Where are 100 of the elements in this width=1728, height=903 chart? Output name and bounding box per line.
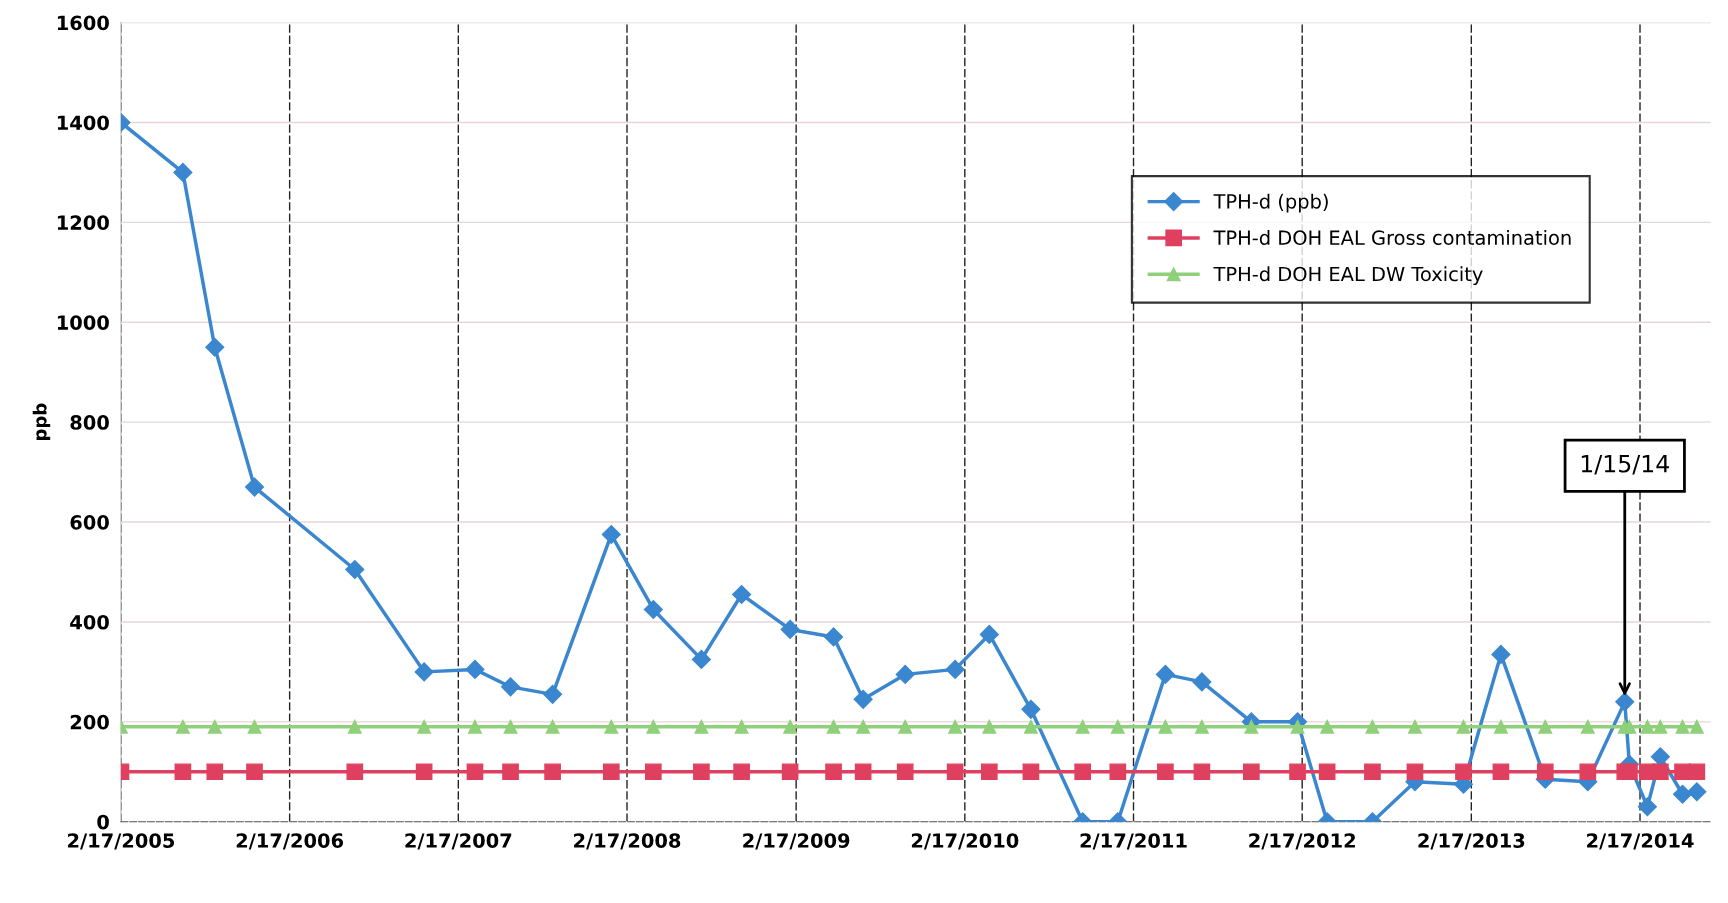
point <box>979 624 999 644</box>
point <box>543 684 563 704</box>
x-tick-label: 2/17/2013 <box>1418 833 1525 850</box>
point <box>1492 763 1510 781</box>
point <box>175 719 190 734</box>
point <box>783 719 798 734</box>
point <box>732 584 752 605</box>
point <box>646 719 661 734</box>
y-tick-label: 1200 <box>57 215 109 231</box>
point <box>502 763 519 781</box>
point <box>1653 719 1668 734</box>
point <box>826 719 841 734</box>
point <box>896 763 914 781</box>
point <box>346 763 364 781</box>
point <box>501 677 521 697</box>
point <box>173 162 193 182</box>
point <box>345 559 365 580</box>
point <box>1365 719 1380 734</box>
x-tick-label: 2/17/2012 <box>1249 833 1355 850</box>
point <box>1022 763 1040 781</box>
point <box>1192 672 1212 692</box>
point <box>1687 782 1707 802</box>
point <box>1158 719 1173 734</box>
x-tick-label: 2/17/2011 <box>1080 833 1187 850</box>
point <box>1193 763 1211 781</box>
point <box>853 689 873 709</box>
point <box>948 719 963 734</box>
point <box>1157 763 1174 781</box>
point <box>1455 763 1472 781</box>
y-tick-label: 600 <box>70 515 109 530</box>
point <box>1290 719 1305 734</box>
point <box>1536 763 1554 781</box>
y-axis-title: ppb <box>32 403 51 441</box>
legend-label: TPH-d DOH EAL DW Toxicity <box>1213 266 1483 286</box>
y-tick-label: 200 <box>70 714 109 730</box>
annotation: 1/15/14 <box>1581 455 1669 475</box>
point <box>1675 719 1690 734</box>
point <box>207 719 222 734</box>
point <box>1406 763 1424 781</box>
x-tick-label: 2/17/2006 <box>236 833 344 850</box>
point <box>1244 719 1259 734</box>
point <box>781 763 799 781</box>
point <box>1021 699 1041 719</box>
point <box>247 719 262 734</box>
point <box>468 719 482 734</box>
point <box>982 719 997 734</box>
point <box>465 659 485 679</box>
point <box>604 719 619 734</box>
point <box>980 763 998 781</box>
y-tick-label: 0 <box>97 814 109 830</box>
point <box>1320 719 1335 734</box>
point <box>205 337 225 357</box>
point <box>1622 719 1637 734</box>
point <box>246 763 263 781</box>
point <box>1155 664 1175 684</box>
point <box>601 524 621 545</box>
point <box>856 719 871 734</box>
x-tick-label: 2/17/2014 <box>1587 833 1694 850</box>
point <box>1538 719 1553 734</box>
point <box>1110 719 1125 734</box>
point <box>1194 719 1209 734</box>
point <box>643 599 663 619</box>
legend-label: TPH-d (ppb) <box>1213 193 1328 213</box>
point <box>1580 719 1595 734</box>
y-tick-label: 1600 <box>57 15 109 31</box>
point <box>1074 763 1092 781</box>
point <box>545 719 560 734</box>
point <box>1289 763 1306 781</box>
legend-label: TPH-d DOH EAL Gross contamination <box>1213 229 1571 246</box>
x-tick-label: 2/17/2009 <box>743 833 850 850</box>
point <box>1688 763 1706 781</box>
point <box>691 649 711 669</box>
point <box>1579 763 1597 781</box>
x-tick-label: 2/17/2010 <box>911 833 1019 850</box>
y-tick-label: 400 <box>70 614 109 630</box>
point <box>1652 763 1669 781</box>
point <box>602 763 620 781</box>
point <box>945 659 965 679</box>
point <box>174 763 192 781</box>
point <box>1109 763 1127 781</box>
point <box>825 763 842 781</box>
point <box>1364 763 1381 781</box>
point <box>1637 797 1657 817</box>
point <box>898 719 913 734</box>
point <box>694 719 709 734</box>
point <box>946 763 964 781</box>
point <box>1491 644 1511 664</box>
point <box>824 627 844 647</box>
point <box>1318 763 1336 781</box>
point <box>414 662 434 682</box>
point <box>415 763 433 781</box>
point <box>780 619 800 639</box>
point <box>206 763 224 781</box>
y-tick-label: 1000 <box>57 315 109 330</box>
point <box>1075 719 1090 734</box>
point <box>1672 784 1693 804</box>
point <box>854 763 872 781</box>
point <box>895 664 915 684</box>
x-tick-label: 2/17/2007 <box>405 833 512 850</box>
point <box>1674 763 1691 781</box>
